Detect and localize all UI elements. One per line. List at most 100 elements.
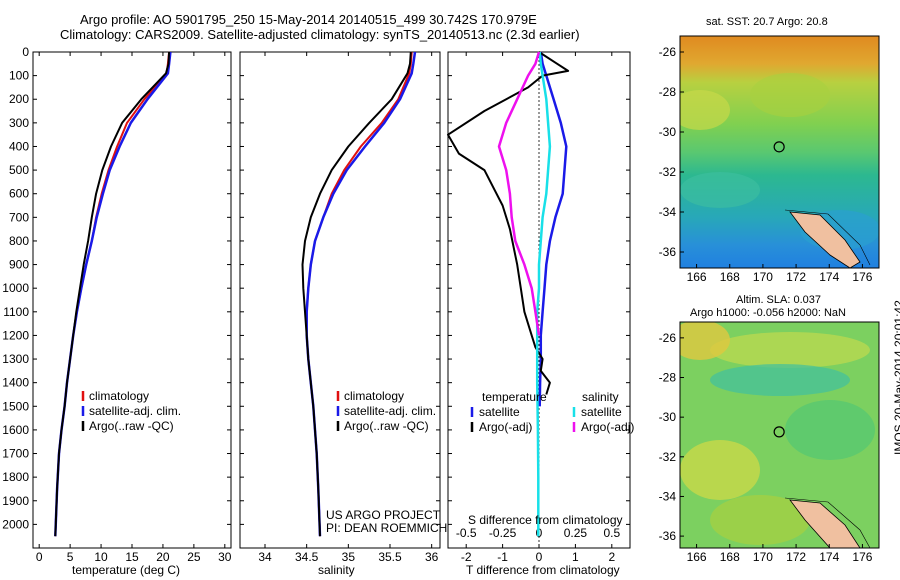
header-line-1: Argo profile: AO 5901795_250 15-May-2014… <box>80 12 537 27</box>
depth-tick-label: 800 <box>9 234 29 248</box>
difference-top-tick-label: 0.25 <box>564 526 588 540</box>
temperature-xtick-label: 10 <box>94 550 108 564</box>
temperature-xtick-label: 20 <box>156 550 170 564</box>
salinity-series-line <box>305 51 413 537</box>
salinity-legend-label: satellite-adj. clim. <box>344 404 436 418</box>
temperature-legend-label: satellite <box>479 405 520 419</box>
salinity-series-line <box>305 51 417 537</box>
depth-tick-label: 1400 <box>2 376 29 390</box>
difference-top-tick-label: -0.5 <box>456 526 477 540</box>
temperature-panel: 0 5 10 15 20 25 300100200300400500600700800900… <box>2 45 232 564</box>
temperature-legend-title: temperature <box>482 390 547 404</box>
temperature-legend-label: Argo(-adj) <box>479 420 532 434</box>
sst_map-xtick-label: 172 <box>786 270 806 284</box>
temperature-xtick-label: 0 <box>36 550 43 564</box>
depth-tick-label: 900 <box>9 258 29 272</box>
depth-tick-label: 700 <box>9 210 29 224</box>
sla_map-xtick-label: 166 <box>687 550 707 564</box>
sla_map-xtick-label: 168 <box>720 550 740 564</box>
depth-tick-label: 400 <box>9 139 29 153</box>
difference-series-line <box>535 51 552 537</box>
difference-top-tick-label: 0.5 <box>603 526 620 540</box>
depth-tick-label: 200 <box>9 92 29 106</box>
sla_map-ytick-label: -36 <box>659 529 677 543</box>
sst-map-title: sat. SST: 20.7 Argo: 20.8 <box>706 16 828 28</box>
sst_map-ytick-label: -32 <box>659 165 677 179</box>
sst_map-xtick-label: 174 <box>819 270 839 284</box>
sla_map-ytick-label: -26 <box>659 331 677 345</box>
sst_map-ytick-label: -28 <box>659 85 677 99</box>
sst_map-xtick-label: 166 <box>687 270 707 284</box>
project-line-1: US ARGO PROJECT <box>326 508 441 522</box>
project-line-2: PI: DEAN ROEMMICH <box>326 521 448 535</box>
depth-tick-label: 2000 <box>2 517 29 531</box>
temperature-legend-label: satellite-adj. clim. <box>89 404 181 418</box>
sla_map-ytick-label: -34 <box>659 489 677 503</box>
salinity-xtick-label: 35 <box>342 550 356 564</box>
salinity-legend-label: Argo(..raw -QC) <box>344 419 429 433</box>
sst-map <box>680 36 879 268</box>
salinity-legend-label: Argo(-adj) <box>581 420 634 434</box>
sla_map-frame <box>679 321 880 549</box>
temperature-xlabel: temperature (deg C) <box>72 563 181 577</box>
sla_map-xtick-label: 176 <box>852 550 872 564</box>
salinity-legend-label: satellite <box>581 405 622 419</box>
depth-tick-label: 1900 <box>2 494 29 508</box>
difference-xtick-label: 1 <box>572 550 579 564</box>
depth-tick-label: 100 <box>9 69 29 83</box>
temperature-xtick-label: 25 <box>187 550 201 564</box>
salinity-series-line <box>301 51 412 537</box>
sst_map-ytick-label: -36 <box>659 245 677 259</box>
difference-xtick-label: -2 <box>461 550 472 564</box>
side-stamp: IMOS 20-May-2014 20:01:42 <box>892 300 900 455</box>
temperature-series-line <box>54 51 172 537</box>
sla_map-xtick-label: 172 <box>786 550 806 564</box>
depth-tick-label: 1800 <box>2 470 29 484</box>
depth-tick-label: 1600 <box>2 423 29 437</box>
depth-tick-label: 500 <box>9 163 29 177</box>
salinity-xtick-label: 36 <box>425 550 439 564</box>
depth-tick-label: 1300 <box>2 352 29 366</box>
difference-series-line <box>538 51 568 407</box>
temperature-legend-label: climatology <box>89 389 149 403</box>
temperature-legend-label: Argo(..raw -QC) <box>89 419 174 433</box>
sla_map-xtick-label: 170 <box>753 550 773 564</box>
sst_map-ytick-label: -34 <box>659 205 677 219</box>
salinity-panel: 34 34.5 35 35.5 36 climatologysatellite-adj. … <box>239 51 441 564</box>
salinity-xtick-label: 34 <box>258 550 272 564</box>
difference-top-xlabel: S difference from climatology <box>468 513 623 527</box>
depth-tick-label: 0 <box>22 45 29 59</box>
depth-tick-label: 600 <box>9 187 29 201</box>
depth-tick-label: 1200 <box>2 328 29 342</box>
depth-tick-label: 1100 <box>3 305 29 319</box>
sst_map-xtick-label: 176 <box>852 270 872 284</box>
temperature-xtick-label: 30 <box>218 550 232 564</box>
depth-tick-label: 300 <box>9 116 29 130</box>
difference-xlabel: T difference from climatology <box>466 563 620 577</box>
salinity-xtick-label: 34.5 <box>295 550 319 564</box>
depth-tick-label: 1000 <box>2 281 29 295</box>
sla-map <box>680 322 879 548</box>
sla_map-ytick-label: -30 <box>659 410 677 424</box>
salinity-xtick-label: 35.5 <box>378 550 402 564</box>
temperature-series-line <box>54 51 171 537</box>
depth-tick-label: 1700 <box>2 447 29 461</box>
salinity-legend-label: climatology <box>344 389 404 403</box>
sst_map-ytick-label: -30 <box>659 125 677 139</box>
sst_map-xtick-label: 168 <box>720 270 740 284</box>
temperature-series-line <box>54 51 171 537</box>
sla_map-ytick-label: -28 <box>659 371 677 385</box>
temperature-xtick-label: 15 <box>125 550 139 564</box>
sst_map-xtick-label: 170 <box>753 270 773 284</box>
sst_map-ytick-label: -26 <box>659 45 677 59</box>
header-line-2: Climatology: CARS2009. Satellite-adjuste… <box>60 27 580 42</box>
difference-top-tick-label: -0.25 <box>489 526 517 540</box>
salinity-frame <box>239 51 441 549</box>
sla-map-title-1: Altim. SLA: 0.037 <box>736 294 821 306</box>
sla_map-xtick-label: 174 <box>819 550 839 564</box>
difference-xtick-label: 0 <box>536 550 543 564</box>
sst_map-frame <box>679 35 880 269</box>
sst_map-float-marker <box>773 141 785 153</box>
difference-xtick-label: 2 <box>608 550 615 564</box>
